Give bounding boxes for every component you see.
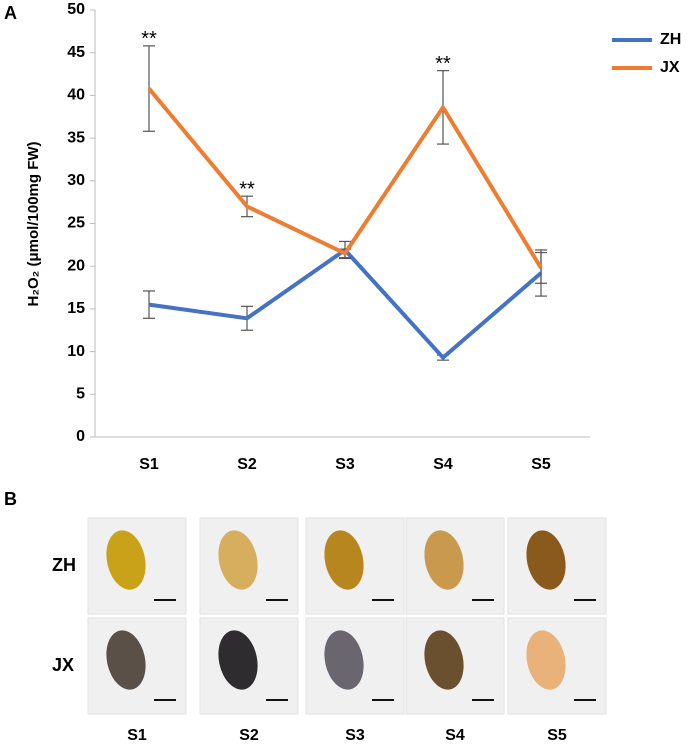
y-tick-label: 25 <box>67 215 85 232</box>
x-tick-label: S4 <box>433 456 453 473</box>
legend-label: ZH <box>660 31 681 48</box>
seed <box>526 530 566 590</box>
y-tick-label: 50 <box>67 1 85 18</box>
y-tick-label: 30 <box>67 172 85 189</box>
column-label: S2 <box>239 727 259 744</box>
seed <box>424 530 464 590</box>
legend-label: JX <box>660 59 680 76</box>
seed <box>106 530 146 590</box>
y-tick-label: 20 <box>67 257 85 274</box>
panel-label: B <box>4 489 17 509</box>
x-tick-label: S3 <box>335 456 355 473</box>
column-label: S3 <box>345 727 365 744</box>
seed <box>526 630 566 690</box>
y-tick-label: 15 <box>67 300 85 317</box>
x-tick-label: S2 <box>237 456 257 473</box>
seed <box>218 530 258 590</box>
y-tick-label: 35 <box>67 129 85 146</box>
y-axis-label: H₂O₂ (μmol/100mg FW) <box>25 141 42 306</box>
seed <box>218 630 258 690</box>
column-label: S5 <box>547 727 567 744</box>
annotation: ** <box>435 53 451 75</box>
seed <box>424 630 464 690</box>
panel-label: A <box>4 3 17 23</box>
x-tick-label: S5 <box>531 456 551 473</box>
annotation: ** <box>239 178 255 200</box>
series-line <box>147 87 543 269</box>
series-line <box>148 247 543 360</box>
y-tick-label: 0 <box>76 428 85 445</box>
y-tick-label: 45 <box>67 44 85 61</box>
y-tick-label: 5 <box>76 386 85 403</box>
x-tick-label: S1 <box>139 456 159 473</box>
annotation: ** <box>141 28 157 50</box>
column-label: S4 <box>445 727 465 744</box>
y-tick-label: 10 <box>67 343 85 360</box>
seed <box>106 630 146 690</box>
row-label: ZH <box>52 555 76 575</box>
seed <box>324 630 364 690</box>
column-label: S1 <box>127 727 147 744</box>
row-label: JX <box>52 655 74 675</box>
y-tick-label: 40 <box>67 87 85 104</box>
seed <box>324 530 364 590</box>
